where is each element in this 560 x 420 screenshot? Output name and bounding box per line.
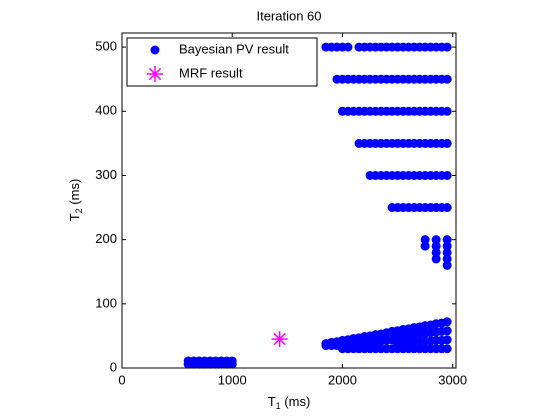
x-label-unit: (ms) bbox=[281, 394, 311, 409]
point bbox=[442, 241, 452, 251]
point bbox=[442, 317, 452, 327]
point bbox=[431, 254, 441, 264]
legend-label: MRF result bbox=[179, 65, 243, 80]
y-tick-label: 0 bbox=[110, 359, 117, 374]
axes-box bbox=[121, 32, 457, 369]
point bbox=[442, 170, 452, 180]
y-tick-label: 400 bbox=[95, 103, 117, 118]
plot-area bbox=[122, 33, 456, 368]
point bbox=[420, 241, 430, 251]
point bbox=[442, 74, 452, 84]
y-tick-label: 200 bbox=[95, 231, 117, 246]
point bbox=[442, 326, 452, 336]
point bbox=[431, 247, 441, 257]
y-tick-label: 500 bbox=[95, 39, 117, 54]
y-axis-label: T2 (ms) bbox=[67, 179, 84, 222]
point bbox=[442, 138, 452, 148]
point bbox=[442, 335, 452, 345]
x-tick-label: 2000 bbox=[328, 372, 357, 387]
y-label-unit: (ms) bbox=[67, 179, 82, 209]
point bbox=[442, 235, 452, 245]
y-label-main: T bbox=[67, 213, 82, 221]
point bbox=[420, 235, 430, 245]
point bbox=[442, 254, 452, 264]
y-tick-label: 100 bbox=[95, 295, 117, 310]
x-label-main: T bbox=[268, 394, 276, 409]
point bbox=[271, 331, 288, 348]
point bbox=[442, 106, 452, 116]
legend-marker bbox=[150, 45, 160, 55]
point bbox=[442, 203, 452, 213]
point bbox=[343, 42, 353, 52]
point bbox=[442, 247, 452, 257]
x-tick-label: 0 bbox=[118, 372, 125, 387]
x-tick-label: 1000 bbox=[218, 372, 247, 387]
point bbox=[227, 356, 237, 366]
legend-marker bbox=[147, 66, 163, 82]
y-label-sub: 2 bbox=[74, 208, 84, 213]
x-tick-label: 3000 bbox=[438, 372, 467, 387]
point bbox=[442, 42, 452, 52]
legend-label: Bayesian PV result bbox=[179, 41, 289, 56]
x-axis-label: T1 (ms) bbox=[268, 394, 311, 411]
x-label-sub: 1 bbox=[276, 401, 281, 411]
point bbox=[431, 241, 441, 251]
point bbox=[442, 344, 452, 354]
chart-title: Iteration 60 bbox=[256, 8, 321, 23]
point bbox=[442, 260, 452, 270]
y-tick-label: 300 bbox=[95, 167, 117, 182]
point bbox=[431, 235, 441, 245]
